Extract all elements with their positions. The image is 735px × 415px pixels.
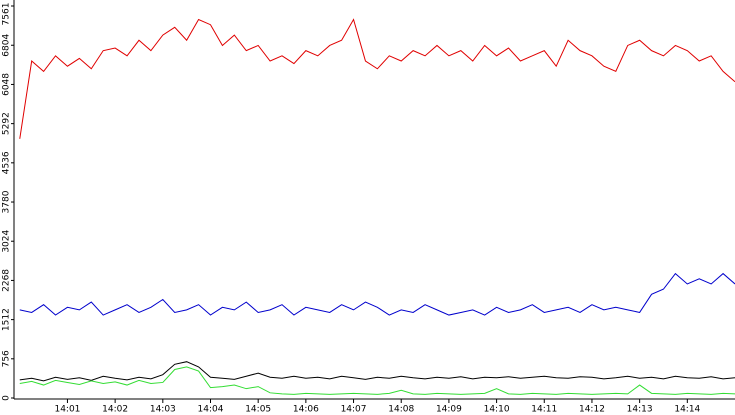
x-tick-label: 14:09 (436, 405, 462, 415)
y-tick-label: 4536 (2, 151, 12, 174)
x-tick-label: 14:01 (54, 405, 80, 415)
x-tick-label: 14:03 (150, 405, 176, 415)
x-tick-label: 14:04 (198, 405, 224, 415)
x-tick-label: 14:12 (579, 405, 605, 415)
x-tick-label: 14:05 (245, 405, 271, 415)
y-tick-label: 3024 (2, 229, 12, 252)
y-tick-label: 7561 (2, 3, 12, 26)
y-tick-label: 0 (2, 395, 12, 401)
y-tick-label: 5292 (2, 112, 12, 135)
y-tick-label: 3780 (2, 190, 12, 213)
series-line (19, 18, 735, 139)
y-tick-label: 756 (2, 350, 12, 367)
x-tick-label: 14:13 (627, 405, 653, 415)
y-tick-label: 6048 (2, 73, 12, 96)
y-tick-label: 6804 (2, 34, 12, 57)
y-tick-label: 2268 (2, 269, 12, 292)
x-tick-label: 14:07 (341, 405, 367, 415)
series-line (19, 366, 735, 395)
series-line (19, 361, 735, 382)
x-tick-label: 14:02 (102, 405, 128, 415)
series-line (19, 272, 735, 316)
y-tick-label: 1512 (2, 308, 12, 331)
x-tick-label: 14:08 (388, 405, 414, 415)
x-tick-label: 14:06 (293, 405, 319, 415)
x-tick-label: 14:14 (674, 405, 700, 415)
x-tick-label: 14:10 (484, 405, 510, 415)
x-tick-label: 14:11 (531, 405, 557, 415)
